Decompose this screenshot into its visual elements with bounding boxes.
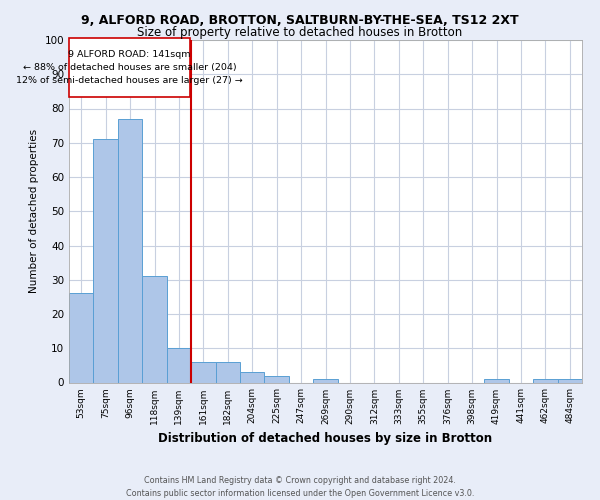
Text: Contains HM Land Registry data © Crown copyright and database right 2024.
Contai: Contains HM Land Registry data © Crown c…: [126, 476, 474, 498]
Bar: [118, 119, 142, 382]
X-axis label: Distribution of detached houses by size in Brotton: Distribution of detached houses by size …: [158, 432, 493, 445]
Bar: [484, 379, 509, 382]
Text: Size of property relative to detached houses in Brotton: Size of property relative to detached ho…: [137, 26, 463, 39]
Bar: [191, 362, 215, 382]
Bar: [94, 140, 118, 382]
Text: 9, ALFORD ROAD, BROTTON, SALTBURN-BY-THE-SEA, TS12 2XT: 9, ALFORD ROAD, BROTTON, SALTBURN-BY-THE…: [81, 14, 519, 27]
Y-axis label: Number of detached properties: Number of detached properties: [29, 129, 39, 294]
Bar: [265, 376, 289, 382]
Bar: [557, 379, 582, 382]
Bar: [69, 294, 94, 382]
Bar: [313, 379, 338, 382]
FancyBboxPatch shape: [69, 38, 190, 96]
Bar: [167, 348, 191, 382]
Bar: [240, 372, 265, 382]
Text: 9 ALFORD ROAD: 141sqm
← 88% of detached houses are smaller (204)
12% of semi-det: 9 ALFORD ROAD: 141sqm ← 88% of detached …: [16, 50, 243, 85]
Bar: [533, 379, 557, 382]
Bar: [142, 276, 167, 382]
Bar: [215, 362, 240, 382]
